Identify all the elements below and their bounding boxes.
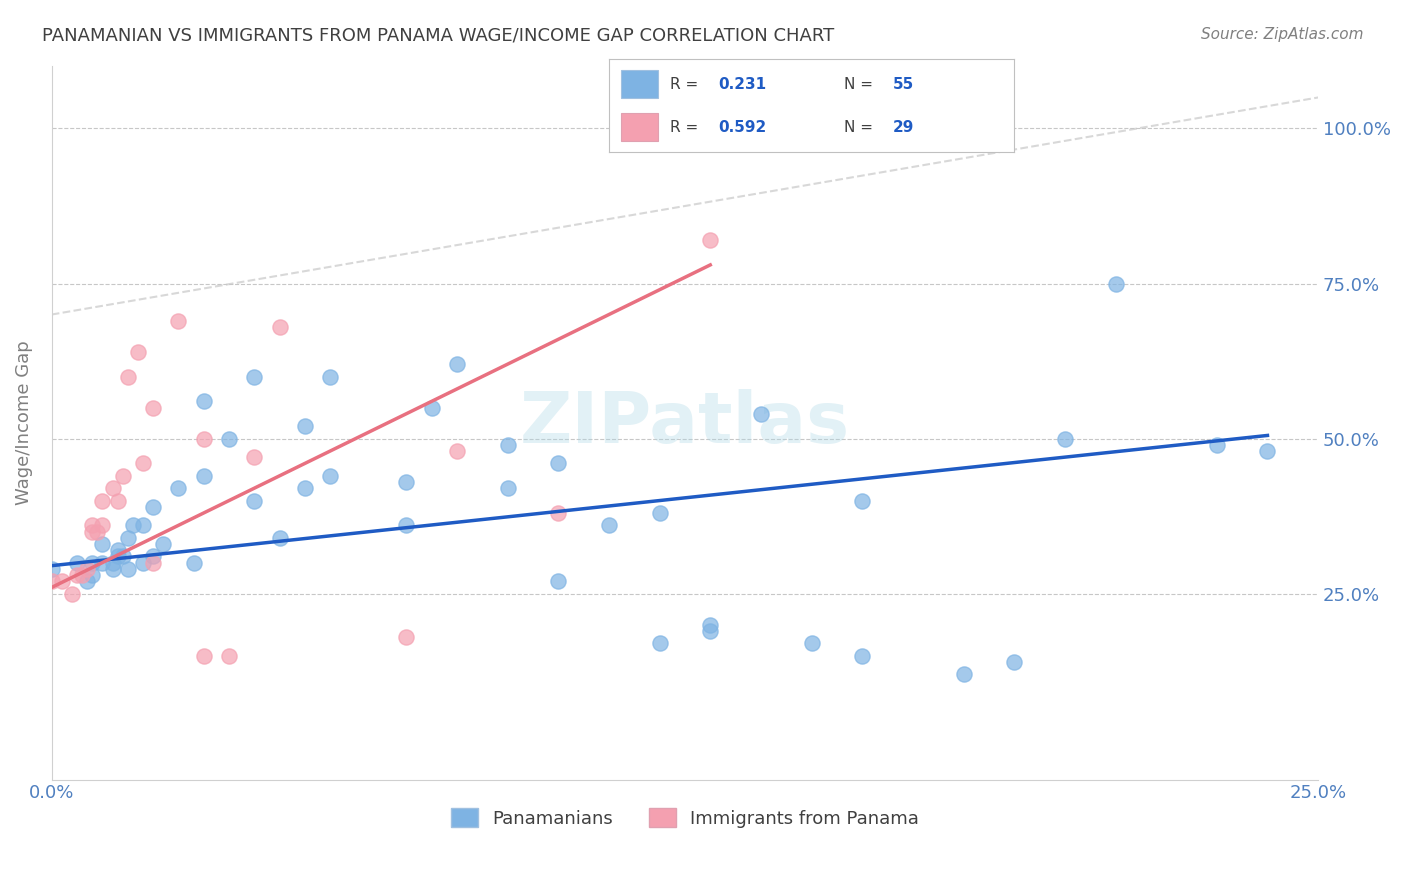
Point — [1002, 655, 1025, 669]
Point — [91, 493, 114, 508]
Point — [1053, 432, 1076, 446]
Point — [91, 556, 114, 570]
Point — [107, 549, 129, 564]
Point — [132, 518, 155, 533]
Point — [132, 456, 155, 470]
Point — [167, 481, 190, 495]
Point — [547, 456, 569, 470]
Point — [107, 543, 129, 558]
Text: Source: ZipAtlas.com: Source: ZipAtlas.com — [1201, 27, 1364, 42]
Point — [496, 438, 519, 452]
Point — [319, 369, 342, 384]
Point — [269, 531, 291, 545]
Point — [749, 407, 772, 421]
Point — [395, 475, 418, 489]
Point — [1205, 438, 1227, 452]
Point — [132, 556, 155, 570]
Point — [101, 556, 124, 570]
Point — [294, 481, 316, 495]
Point — [648, 636, 671, 650]
Point — [117, 562, 139, 576]
Point — [598, 518, 620, 533]
Point — [420, 401, 443, 415]
Point — [60, 586, 83, 600]
Point — [446, 444, 468, 458]
Point — [699, 233, 721, 247]
Point — [269, 320, 291, 334]
Point — [117, 531, 139, 545]
Point — [91, 537, 114, 551]
Point — [851, 493, 873, 508]
Point — [800, 636, 823, 650]
Point — [1256, 444, 1278, 458]
Point — [82, 524, 104, 539]
Point — [82, 518, 104, 533]
Point — [86, 524, 108, 539]
Point — [142, 401, 165, 415]
Point — [183, 556, 205, 570]
Point — [851, 648, 873, 663]
Point — [243, 493, 266, 508]
Point — [243, 369, 266, 384]
Point — [66, 568, 89, 582]
Text: PANAMANIAN VS IMMIGRANTS FROM PANAMA WAGE/INCOME GAP CORRELATION CHART: PANAMANIAN VS IMMIGRANTS FROM PANAMA WAG… — [42, 27, 834, 45]
Point — [121, 518, 143, 533]
Point — [66, 556, 89, 570]
Point — [111, 468, 134, 483]
Point — [91, 518, 114, 533]
Point — [41, 574, 63, 589]
Point — [76, 574, 98, 589]
Point — [699, 617, 721, 632]
Point — [319, 468, 342, 483]
Point — [547, 574, 569, 589]
Point — [547, 506, 569, 520]
Point — [127, 344, 149, 359]
Point — [142, 549, 165, 564]
Point — [101, 481, 124, 495]
Point — [699, 624, 721, 638]
Point — [395, 518, 418, 533]
Y-axis label: Wage/Income Gap: Wage/Income Gap — [15, 341, 32, 506]
Point — [496, 481, 519, 495]
Point — [142, 556, 165, 570]
Point — [82, 568, 104, 582]
Point — [648, 506, 671, 520]
Point — [193, 394, 215, 409]
Point — [70, 568, 93, 582]
Legend: Panamanians, Immigrants from Panama: Panamanians, Immigrants from Panama — [443, 801, 927, 835]
Point — [111, 549, 134, 564]
Point — [107, 493, 129, 508]
Point — [41, 562, 63, 576]
Point — [76, 562, 98, 576]
Point — [152, 537, 174, 551]
Point — [101, 562, 124, 576]
Point — [51, 574, 73, 589]
Point — [82, 556, 104, 570]
Point — [395, 630, 418, 644]
Point — [243, 450, 266, 464]
Point — [117, 369, 139, 384]
Text: ZIPatlas: ZIPatlas — [520, 389, 851, 458]
Point — [446, 357, 468, 371]
Point — [1104, 277, 1126, 291]
Point — [952, 667, 974, 681]
Point — [218, 648, 240, 663]
Point — [193, 648, 215, 663]
Point — [142, 500, 165, 514]
Point — [193, 468, 215, 483]
Point — [218, 432, 240, 446]
Point — [193, 432, 215, 446]
Point — [294, 419, 316, 434]
Point — [167, 314, 190, 328]
